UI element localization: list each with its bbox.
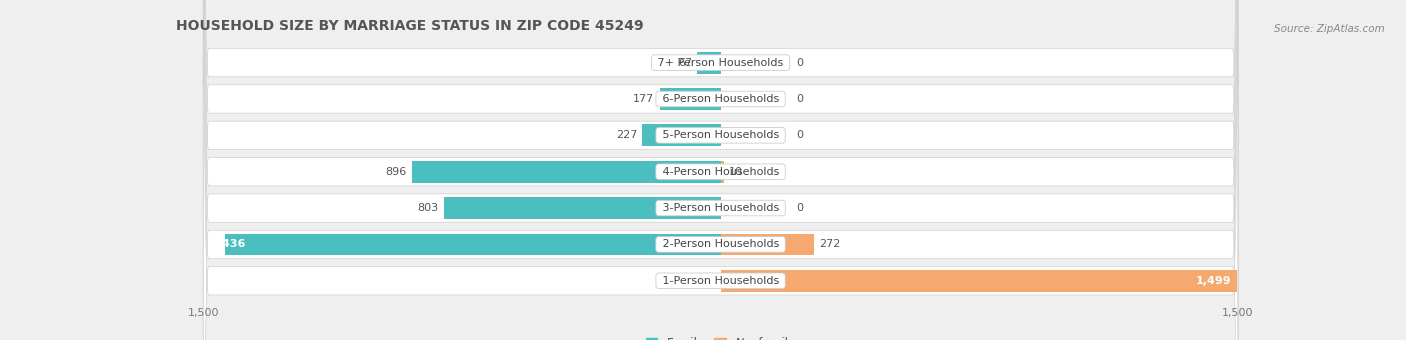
Text: 4-Person Households: 4-Person Households	[658, 167, 783, 177]
Text: 10: 10	[730, 167, 744, 177]
FancyBboxPatch shape	[204, 0, 1237, 340]
Text: 0: 0	[796, 57, 803, 68]
Bar	[643, 124, 721, 146]
Text: 803: 803	[418, 203, 439, 213]
Text: 1,436: 1,436	[211, 239, 246, 250]
Text: 1,499: 1,499	[1195, 276, 1230, 286]
Text: Source: ZipAtlas.com: Source: ZipAtlas.com	[1274, 24, 1385, 34]
Bar	[721, 270, 1237, 292]
FancyBboxPatch shape	[204, 0, 1237, 340]
Text: 67: 67	[678, 57, 692, 68]
FancyBboxPatch shape	[204, 0, 1237, 340]
Bar	[721, 161, 724, 183]
Text: 3-Person Households: 3-Person Households	[658, 203, 783, 213]
FancyBboxPatch shape	[204, 0, 1237, 340]
FancyBboxPatch shape	[204, 0, 1237, 340]
Bar	[225, 234, 721, 255]
FancyBboxPatch shape	[204, 0, 1237, 340]
Text: 177: 177	[633, 94, 654, 104]
Text: 0: 0	[796, 130, 803, 140]
Text: 0: 0	[796, 94, 803, 104]
Bar	[721, 234, 814, 255]
Text: 272: 272	[820, 239, 841, 250]
Text: 5-Person Households: 5-Person Households	[658, 130, 783, 140]
Text: 7+ Person Households: 7+ Person Households	[654, 57, 787, 68]
Text: 6-Person Households: 6-Person Households	[658, 94, 783, 104]
Text: 896: 896	[385, 167, 406, 177]
Bar	[412, 161, 721, 183]
FancyBboxPatch shape	[204, 0, 1237, 340]
Text: HOUSEHOLD SIZE BY MARRIAGE STATUS IN ZIP CODE 45249: HOUSEHOLD SIZE BY MARRIAGE STATUS IN ZIP…	[176, 19, 644, 33]
Text: 0: 0	[796, 203, 803, 213]
Bar	[659, 88, 721, 110]
Text: 1-Person Households: 1-Person Households	[658, 276, 783, 286]
Text: 227: 227	[616, 130, 637, 140]
Bar	[444, 197, 721, 219]
Bar	[697, 52, 721, 73]
Legend: Family, Nonfamily: Family, Nonfamily	[641, 332, 800, 340]
Text: 2-Person Households: 2-Person Households	[658, 239, 783, 250]
